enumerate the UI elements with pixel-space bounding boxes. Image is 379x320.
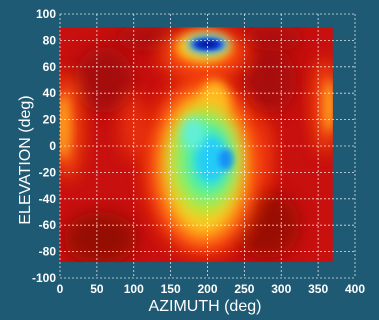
x-tick-label: 200: [197, 282, 217, 296]
heat-blob: [323, 80, 333, 133]
heat-blob: [63, 212, 138, 263]
x-tick-label: 150: [161, 282, 181, 296]
x-tick-label: 400: [345, 282, 365, 296]
heat-blob: [218, 148, 234, 170]
x-tick-label: 100: [124, 282, 144, 296]
heat-blob: [197, 41, 218, 48]
heat-blob: [180, 116, 205, 149]
heat-blob: [244, 27, 304, 51]
y-tick-label: -40: [39, 192, 57, 206]
heat-blob: [60, 93, 71, 160]
y-tick-label: -20: [39, 165, 57, 179]
x-tick-labels: 0 50 100 150 200 250 300 350 400: [57, 282, 366, 296]
y-tick-label: 0: [49, 139, 56, 153]
y-tick-labels: -100 -80 -60 -40 -20 0 20 40 60 80 100: [32, 7, 56, 285]
y-tick-label: 100: [36, 7, 56, 21]
y-axis-label: ELEVATION (deg): [17, 95, 34, 224]
heat-blob: [194, 135, 228, 183]
y-tick-label: -80: [39, 245, 57, 259]
x-axis-label: AZIMUTH (deg): [149, 298, 262, 315]
x-tick-label: 0: [57, 282, 64, 296]
x-tick-label: 300: [271, 282, 291, 296]
heat-blob: [252, 113, 274, 193]
y-tick-label: 40: [43, 86, 57, 100]
x-tick-label: 50: [90, 282, 104, 296]
y-tick-label: -60: [39, 218, 57, 232]
y-tick-label: 20: [43, 113, 57, 127]
x-tick-label: 350: [308, 282, 328, 296]
y-tick-label: 80: [43, 33, 57, 47]
heat-blob: [244, 47, 296, 113]
y-tick-label: -100: [32, 271, 56, 285]
heatmap-field: [60, 27, 333, 263]
heat-blob: [74, 47, 134, 113]
grid-lines: [59, 13, 356, 279]
x-tick-label: 250: [234, 282, 254, 296]
y-tick-label: 60: [43, 60, 57, 74]
